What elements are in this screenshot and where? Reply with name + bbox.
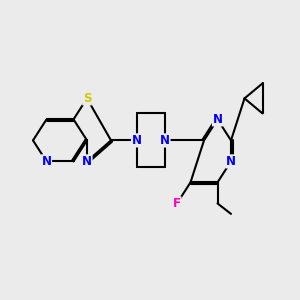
- Text: F: F: [173, 197, 181, 210]
- Text: N: N: [82, 155, 92, 168]
- Text: N: N: [226, 155, 236, 168]
- Text: N: N: [160, 134, 170, 147]
- Text: N: N: [41, 155, 52, 168]
- Text: S: S: [83, 92, 91, 105]
- Text: N: N: [212, 113, 223, 126]
- Text: N: N: [131, 134, 142, 147]
